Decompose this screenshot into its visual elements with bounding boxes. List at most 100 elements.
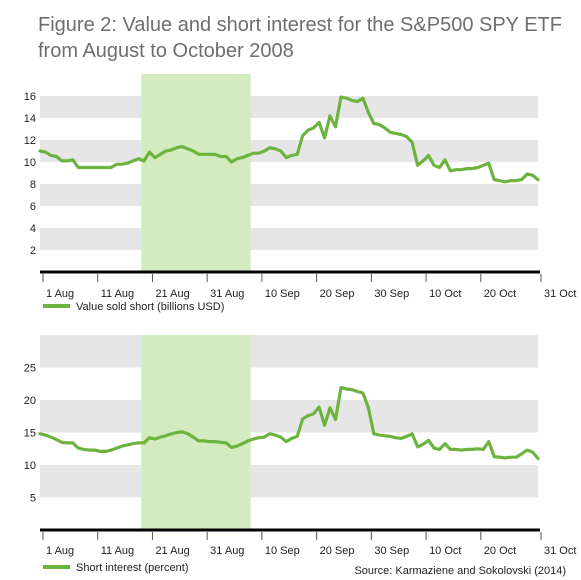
data-point [394,436,397,439]
data-point [285,156,288,159]
data-point [389,131,392,134]
data-point [493,178,496,181]
data-point [99,166,101,169]
data-point [219,441,222,444]
data-point [312,412,315,415]
y-tick-label: 14 [24,113,36,125]
y-tick-label: 12 [24,135,36,147]
data-point [296,153,299,156]
data-point [460,168,463,171]
y-tick-label: 10 [24,157,36,169]
y-tick-label: 15 [24,428,36,440]
data-point [148,436,151,439]
data-point [230,161,233,163]
data-point [384,435,386,437]
x-tick-label: 1 Aug [46,545,74,557]
data-point [104,450,107,453]
data-point [187,433,189,435]
data-point [50,154,52,157]
panel-short-interest: 5 10 15 20 25 1 Aug 11 Aug 21 Aug 31 Aug 10 Sep 20… [24,335,576,574]
series-line [38,386,540,461]
data-point [285,440,288,443]
x-tick-label: 10 Sep [265,288,300,300]
data-point [88,166,91,169]
data-point [438,166,441,169]
data-point [61,160,63,162]
data-point [466,448,468,451]
data-point [192,150,194,152]
data-point [214,440,216,443]
data-point [307,414,310,417]
legend-label: Short interest (percent) [76,562,189,574]
grid-band [40,96,538,118]
data-point [290,437,293,440]
data-point [482,448,485,451]
x-tick-label: 21 Aug [155,545,189,557]
data-point [340,386,342,389]
data-point [165,435,167,437]
data-point [121,445,123,447]
panel-value-sold-short: 2 4 6 8 10 12 14 16 1 Aug 11 Aug 21 Aug 31 Aug 10 Se… [24,74,576,313]
data-point [373,122,375,125]
data-point [329,407,331,409]
data-point [197,153,200,156]
data-point [290,154,293,157]
data-point [126,162,129,164]
data-point [520,453,523,455]
data-point [39,150,41,152]
data-point [230,446,233,449]
data-point [351,99,353,102]
data-point [181,431,184,433]
legend-label: Value sold short (billions USD) [76,301,224,313]
data-point [498,179,501,182]
data-point [280,150,282,152]
x-tick-label: 31 Oct [544,288,576,300]
data-point [110,449,112,451]
data-point [269,433,271,435]
grid-band [40,140,538,162]
data-point [444,159,446,161]
data-point [345,97,348,99]
data-point [115,163,118,165]
data-point [477,166,479,169]
data-point [460,449,463,451]
data-point [236,445,238,447]
data-point [301,134,304,137]
data-point [537,178,539,181]
data-point [104,166,107,169]
x-tick-label: 20 Sep [320,545,355,557]
data-point [159,153,162,156]
x-tick-label: 1 Aug [46,288,74,300]
data-point [236,157,238,160]
data-point [165,150,167,152]
data-point [318,121,320,124]
data-point [509,456,512,459]
data-point [526,449,528,451]
data-point [378,123,381,126]
data-point [208,153,211,156]
data-point [427,154,430,157]
x-tick-label: 31 Aug [210,288,244,300]
data-point [93,166,96,169]
data-point [252,438,255,440]
data-point [88,449,91,451]
data-point [334,126,337,128]
data-point [515,179,517,182]
data-point [241,442,244,445]
data-point [39,433,41,435]
data-point [312,127,315,129]
data-point [433,164,435,167]
data-point [515,456,517,459]
data-point [504,181,507,183]
x-tick-label: 21 Aug [155,288,189,300]
data-point [351,388,353,391]
data-point [55,155,58,158]
data-point [323,424,326,427]
data-point [99,450,101,453]
data-point [61,441,63,444]
data-point [416,164,419,167]
data-point [531,174,534,176]
y-tick-label: 20 [24,395,36,407]
data-point [504,457,507,459]
data-point [225,442,227,444]
